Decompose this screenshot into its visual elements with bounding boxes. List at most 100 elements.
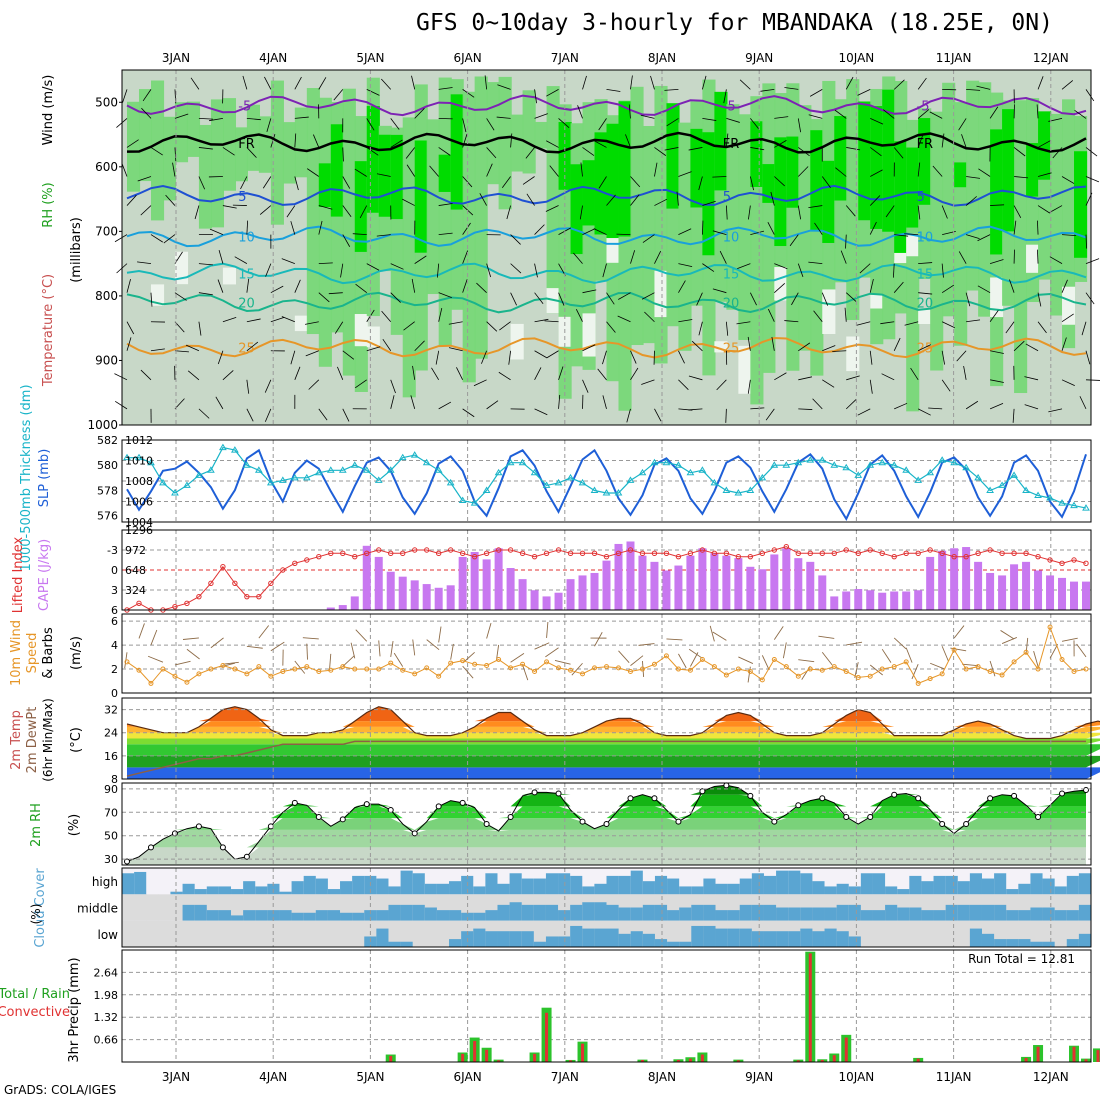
- wind-speed-point: [855, 674, 861, 680]
- cloud-cover-cell: [667, 878, 680, 895]
- rh-high-cell: [438, 154, 452, 192]
- cloud-cover-cell: [679, 941, 692, 947]
- wind-barb: [813, 310, 823, 322]
- rh-high-cell: [390, 134, 404, 220]
- cape-bar: [458, 556, 467, 610]
- wind-barb: [917, 134, 924, 148]
- thickness-point: [698, 466, 707, 473]
- rh-mid-cell: [786, 83, 800, 371]
- rh-mid-cell: [462, 91, 476, 383]
- wind-barb: [1036, 104, 1039, 119]
- wind-barb: [246, 147, 257, 158]
- surface-wind-barb: [147, 655, 164, 663]
- wind-barb: [678, 350, 685, 364]
- rh2m-units-label: (%): [67, 814, 82, 837]
- cape-bar: [554, 592, 563, 610]
- rh-low-cell: [906, 233, 920, 257]
- wind-speed-point: [1059, 656, 1065, 662]
- rh2m-label: 2m RH: [29, 803, 44, 847]
- wind-speed-point: [795, 673, 801, 679]
- isotherm-label: FR: [238, 137, 255, 152]
- wind-barb: [266, 118, 272, 132]
- top-day-label: 8JAN: [648, 51, 676, 65]
- wind-barb: [654, 162, 658, 177]
- wind-barb: [1037, 292, 1042, 307]
- cape-bar: [494, 548, 503, 610]
- wind-barb: [340, 263, 344, 278]
- rh-point: [867, 813, 874, 820]
- cloud-cover-cell: [957, 881, 971, 895]
- wind-barb: [198, 408, 210, 419]
- wind-speed-point: [807, 666, 813, 672]
- wind-barb: [510, 133, 513, 148]
- wind-barb: [814, 222, 823, 235]
- cloud-cover-cell: [582, 902, 595, 921]
- li-point: [663, 550, 670, 557]
- rh-point: [963, 821, 970, 827]
- cloud-cover-cell: [315, 878, 329, 895]
- cloud-cover-cell: [122, 873, 135, 895]
- wind-barb: [606, 88, 621, 92]
- wind-barb: [222, 205, 237, 209]
- wind-barb: [821, 292, 829, 306]
- li-point: [723, 550, 730, 557]
- rh-point: [507, 813, 514, 820]
- isotherm-label: 20: [917, 296, 934, 311]
- cloud-clear-cell: [218, 920, 232, 947]
- wind-speed-point: [412, 671, 418, 677]
- wind-barb: [522, 176, 535, 185]
- wind-barb: [702, 118, 717, 121]
- surface-wind-barb: [174, 660, 191, 666]
- wind-barb: [486, 163, 493, 177]
- rh-point: [291, 799, 298, 806]
- li-point: [807, 550, 813, 557]
- wind-barb: [716, 379, 727, 391]
- wind-barb: [294, 116, 309, 119]
- wind-barb: [198, 263, 213, 266]
- surface-wind-barb: [486, 622, 492, 639]
- wind-speed-point: [124, 659, 130, 665]
- wind-barb: [808, 261, 823, 265]
- wind-barb: [337, 366, 344, 380]
- wind-barb: [598, 118, 607, 131]
- rh-band: [127, 829, 1086, 848]
- isotherm-line: [126, 184, 1087, 207]
- wind-speed-point: [699, 656, 705, 662]
- isotherm-label: 10: [917, 231, 934, 246]
- wind-barb: [198, 118, 213, 120]
- wind-barb: [894, 402, 908, 410]
- cape-bar: [1046, 575, 1055, 610]
- temperature-line: [126, 706, 1100, 740]
- rh-low-cell: [894, 252, 908, 264]
- bottom-day-label: 7JAN: [551, 1070, 579, 1084]
- rh-high-cell: [1038, 111, 1052, 180]
- li-point: [591, 550, 598, 557]
- cloud-cover-cell: [194, 904, 208, 921]
- wind-barb: [546, 89, 559, 97]
- thickness-point: [746, 486, 755, 493]
- wind-barb: [318, 292, 330, 303]
- cloud-clear-cell: [885, 920, 898, 947]
- cape-tick-label: 324: [125, 584, 146, 597]
- li-point: [400, 550, 406, 557]
- cloud-clear-cell: [957, 920, 971, 947]
- cloud-cover-cell: [812, 881, 826, 895]
- wind-barb: [990, 204, 1005, 206]
- rh-high-cell: [1026, 143, 1040, 197]
- rh-point: [124, 858, 130, 865]
- wind-barb: [342, 205, 352, 218]
- precip-convective-bar: [640, 1059, 644, 1062]
- cloud-cover-cell: [860, 910, 874, 921]
- wind-barb: [856, 321, 871, 326]
- precip-tick-label: 0.66: [94, 1034, 119, 1047]
- rh-high-cell: [318, 163, 332, 207]
- cloud-cover-cell: [800, 928, 813, 947]
- thickness-point: [147, 458, 155, 466]
- cape-bar: [782, 548, 791, 610]
- wind-barb: [808, 205, 823, 208]
- rh-mid-cell: [294, 107, 308, 178]
- thickness-point: [231, 446, 239, 453]
- li-point: [316, 553, 322, 560]
- rh-mid-cell: [150, 80, 165, 221]
- wind-speed-point: [448, 660, 454, 666]
